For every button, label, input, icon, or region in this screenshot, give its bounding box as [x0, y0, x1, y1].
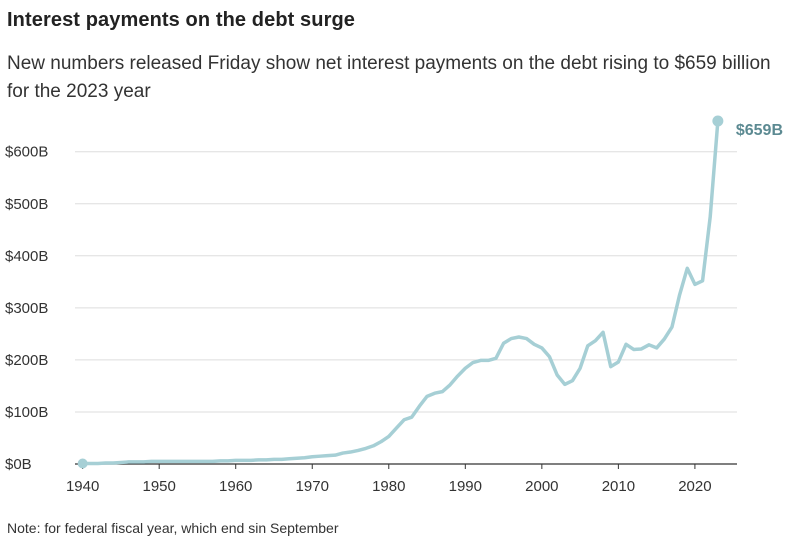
y-tick-label: $500B	[5, 196, 48, 213]
series-line-interest-payments	[80, 119, 720, 466]
y-axis-tick-labels: $0B $100B $200B $300B $400B $500B $600B	[5, 144, 48, 473]
x-tick-label: 2020	[678, 478, 711, 495]
x-tick-label: 1960	[219, 478, 252, 495]
x-tick-label: 1990	[449, 478, 482, 495]
start-point-marker	[77, 458, 88, 469]
y-tick-label: $200B	[5, 352, 48, 369]
y-tick-label: $400B	[5, 248, 48, 265]
end-value-label: $659B	[736, 122, 783, 139]
x-tick-label: 2000	[525, 478, 558, 495]
x-tick-label: 1970	[296, 478, 329, 495]
x-tick-label: 1940	[66, 478, 99, 495]
y-tick-label: $300B	[5, 300, 48, 317]
x-tick-label: 1980	[372, 478, 405, 495]
footnote: Note: for federal fiscal year, which end…	[7, 520, 339, 536]
chart-subtitle: New numbers released Friday show net int…	[7, 53, 771, 102]
gridlines	[75, 151, 737, 413]
x-tick-label: 2010	[602, 478, 635, 495]
x-axis-tick-labels: 1940 1950 1960 1970 1980 1990 2000 2010 2020	[66, 464, 712, 495]
y-tick-label: $100B	[5, 404, 48, 421]
chart-title: Interest payments on the debt surge	[7, 9, 356, 31]
y-tick-label: $600B	[5, 144, 48, 161]
y-tick-label: $0B	[5, 456, 32, 473]
end-point-marker	[712, 115, 724, 127]
x-tick-label: 1950	[142, 478, 175, 495]
